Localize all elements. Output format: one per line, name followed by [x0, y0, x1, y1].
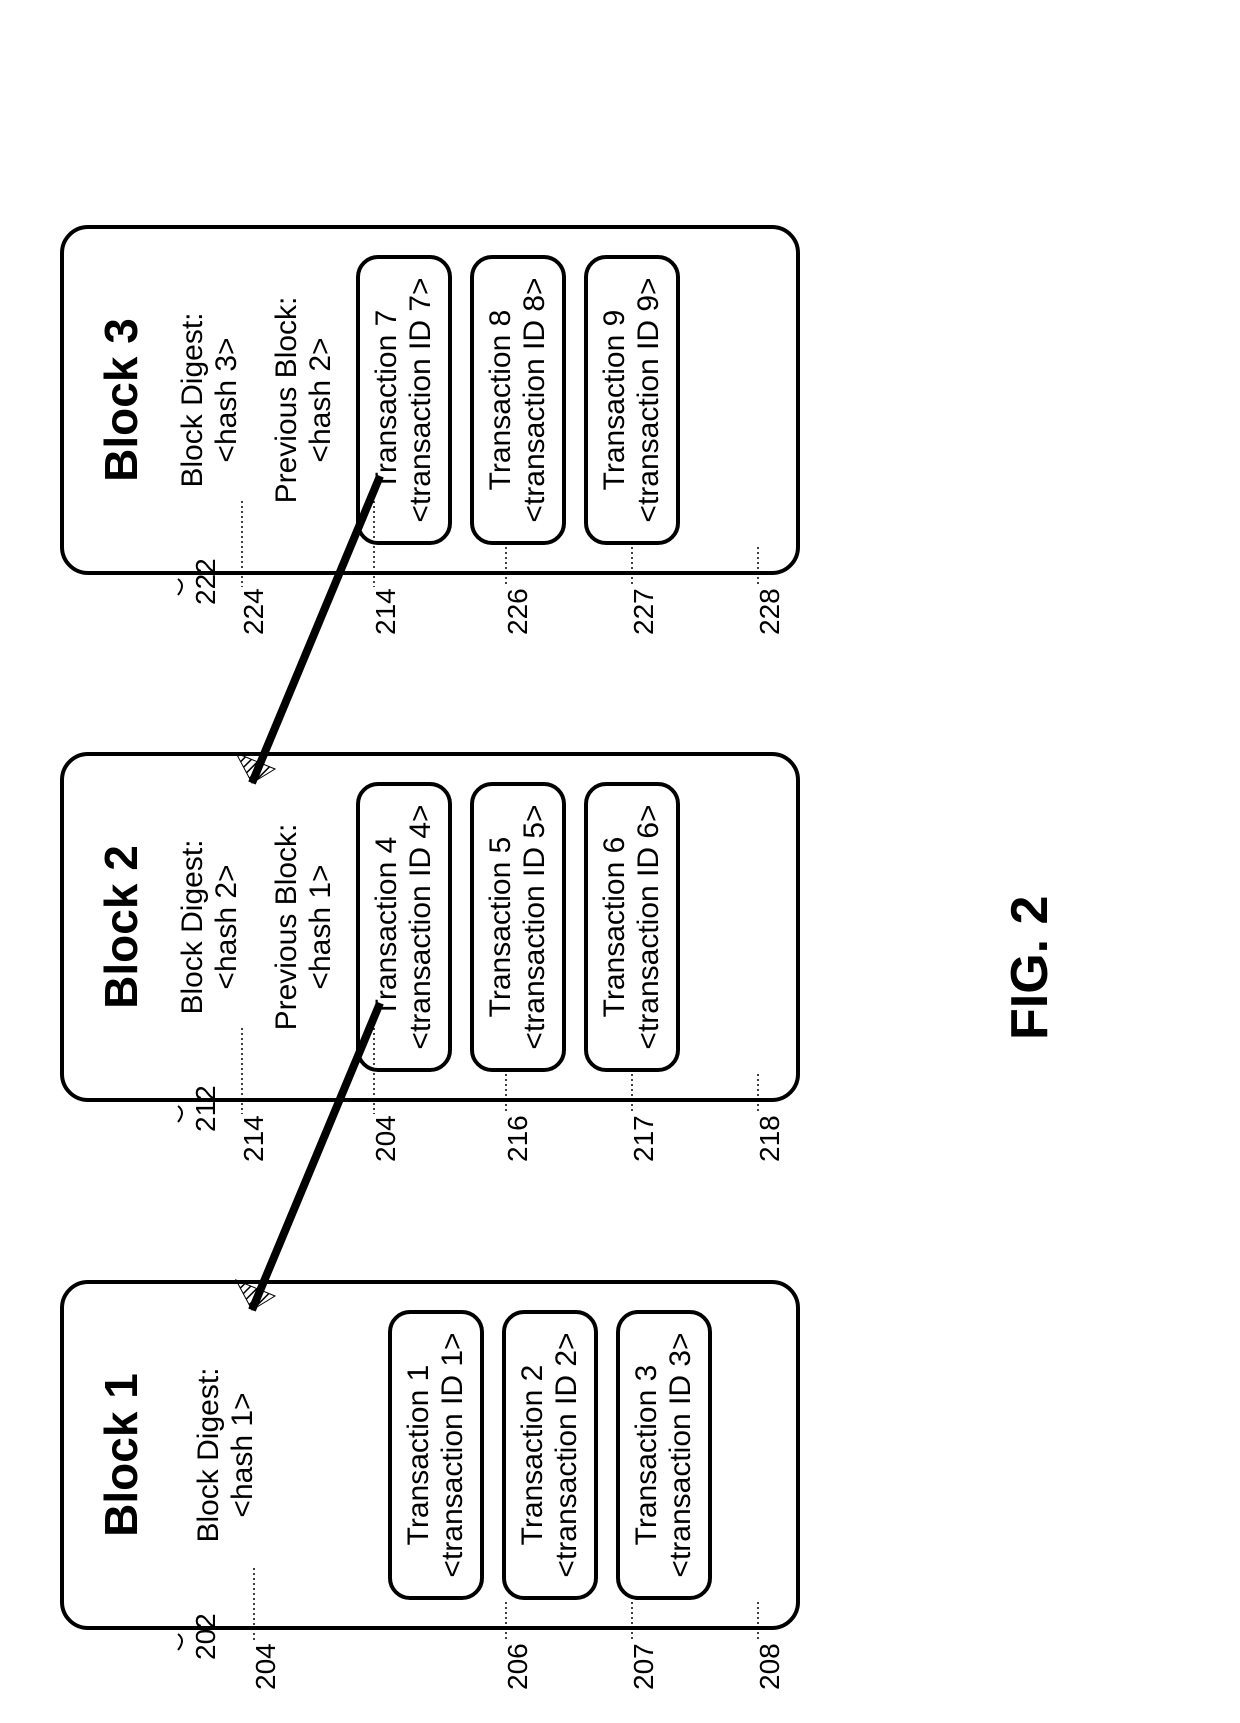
figure-caption: FIG. 2 — [1001, 896, 1059, 1040]
arrow-block3-to-block2 — [0, 0, 1240, 1723]
